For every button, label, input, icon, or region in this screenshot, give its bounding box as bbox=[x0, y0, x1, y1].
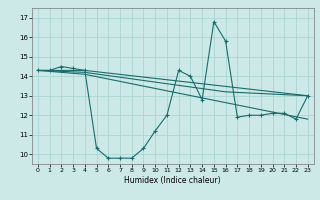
X-axis label: Humidex (Indice chaleur): Humidex (Indice chaleur) bbox=[124, 176, 221, 185]
